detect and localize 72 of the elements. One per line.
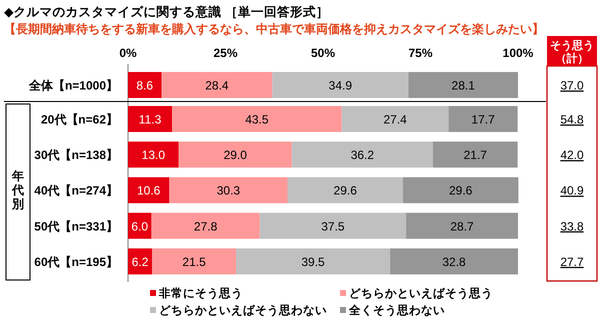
data-label: 36.2 bbox=[350, 148, 374, 162]
bar bbox=[236, 248, 390, 274]
bar bbox=[128, 177, 170, 204]
bar bbox=[288, 177, 403, 204]
text: 33.8 bbox=[560, 219, 584, 234]
data-label: 21.5 bbox=[182, 254, 206, 269]
data-label: 28.7 bbox=[450, 219, 474, 234]
text: 42.0 bbox=[560, 148, 584, 162]
text: そう思う（計） bbox=[550, 40, 594, 65]
bar bbox=[151, 212, 260, 239]
chart-title: ◆クルマのカスタマイズに関する意識 ［単一回答形式］ bbox=[4, 4, 330, 19]
bar bbox=[178, 142, 292, 168]
bar bbox=[272, 72, 408, 98]
y-tick-label: 50代【n=331】 bbox=[34, 219, 118, 234]
text: 27.7 bbox=[560, 254, 584, 269]
bar bbox=[128, 142, 179, 168]
text: 年代別 bbox=[11, 169, 24, 211]
y-tick-label: 60代【n=195】 bbox=[34, 254, 118, 269]
bar bbox=[128, 106, 172, 132]
bar bbox=[169, 177, 288, 204]
data-label: 8.6 bbox=[136, 78, 154, 92]
bar bbox=[152, 248, 236, 274]
data-label: 6.0 bbox=[131, 219, 148, 234]
data-label: 30.3 bbox=[216, 184, 240, 198]
bar bbox=[260, 212, 406, 239]
x-tick-label: 50% bbox=[310, 46, 336, 60]
bar bbox=[128, 212, 152, 239]
data-label: 6.2 bbox=[132, 254, 149, 269]
legend-label: 非常にそう思う bbox=[158, 286, 243, 300]
legend-label: どちらかといえばそう思わない bbox=[159, 304, 327, 317]
y-tick-label: 20代【n=62】 bbox=[40, 112, 118, 126]
data-label: 27.4 bbox=[383, 112, 408, 126]
data-label: 28.1 bbox=[452, 78, 476, 92]
data-label: 29.0 bbox=[224, 148, 248, 162]
data-label: 28.4 bbox=[205, 78, 229, 92]
chart-subtitle: 【長期間納車待ちをする新車を購入するなら、中古車で車両価格を抑えカスタマイズを楽しみたい】 bbox=[4, 22, 544, 36]
text: 40.9 bbox=[560, 184, 584, 198]
bar bbox=[390, 248, 518, 274]
bar bbox=[342, 106, 449, 132]
data-label: 37.5 bbox=[321, 219, 345, 234]
data-label: 32.8 bbox=[442, 254, 466, 269]
data-label: 13.0 bbox=[142, 148, 166, 162]
data-label: 39.5 bbox=[301, 254, 326, 269]
bar bbox=[292, 142, 433, 168]
y-tick-label: 30代【n=138】 bbox=[34, 148, 118, 162]
bar bbox=[432, 142, 518, 168]
data-label: 34.9 bbox=[328, 78, 352, 92]
bar bbox=[402, 177, 518, 204]
data-label: 43.5 bbox=[245, 112, 269, 126]
data-label: 10.6 bbox=[136, 184, 161, 198]
data-label: 29.6 bbox=[448, 184, 473, 198]
text: 37.0 bbox=[560, 78, 584, 92]
data-label: 17.7 bbox=[471, 112, 496, 126]
bar bbox=[408, 72, 518, 98]
bar bbox=[406, 212, 518, 239]
data-label: 11.3 bbox=[138, 112, 162, 126]
data-label: 29.6 bbox=[334, 184, 358, 198]
legend-label: 全くそう思わない bbox=[348, 303, 445, 317]
x-tick-label: 100% bbox=[502, 46, 534, 60]
x-tick-label: 75% bbox=[408, 46, 433, 60]
bar bbox=[128, 72, 162, 98]
bar bbox=[172, 106, 342, 132]
text: 54.8 bbox=[560, 112, 584, 126]
y-tick-label: 40代【n=274】 bbox=[34, 184, 118, 198]
y-tick-label: 全体【n=1000】 bbox=[28, 78, 118, 92]
bar bbox=[162, 72, 272, 98]
legend-label: どちらかといえばそう思う bbox=[349, 287, 493, 300]
bar bbox=[448, 106, 518, 132]
x-tick-label: 25% bbox=[213, 46, 238, 60]
data-label: 27.8 bbox=[194, 219, 218, 234]
x-tick-label: 0% bbox=[119, 46, 137, 60]
data-label: 21.7 bbox=[464, 148, 488, 162]
